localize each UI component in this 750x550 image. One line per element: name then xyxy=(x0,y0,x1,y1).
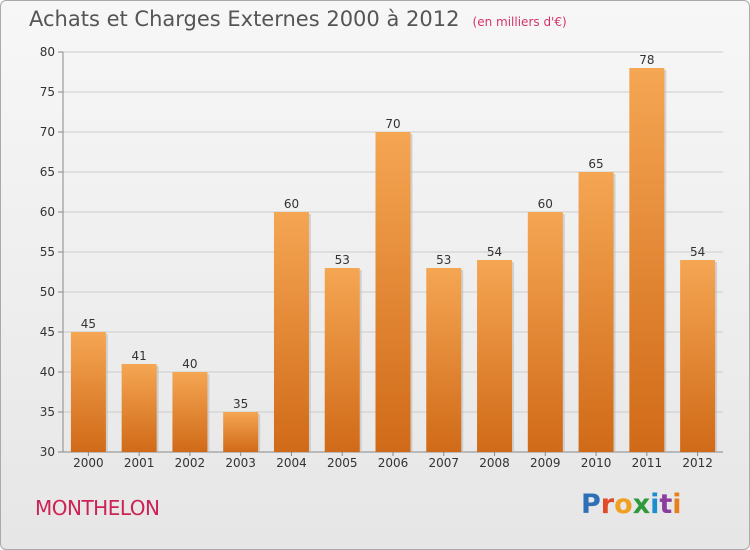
bar xyxy=(223,412,259,452)
data-label: 40 xyxy=(182,357,197,371)
data-label: 54 xyxy=(690,245,705,259)
bar xyxy=(375,132,411,452)
data-label: 41 xyxy=(132,349,147,363)
x-tick-label: 2003 xyxy=(225,456,256,470)
commune-name: MONTHELON xyxy=(35,496,160,520)
y-tick-label: 60 xyxy=(40,205,55,219)
data-label: 53 xyxy=(335,253,350,267)
bar xyxy=(273,212,309,452)
x-tick-label: 2011 xyxy=(632,456,663,470)
x-tick-label: 2012 xyxy=(682,456,713,470)
x-tick-label: 2007 xyxy=(428,456,459,470)
logo-letter: o xyxy=(614,489,633,520)
title-row: Achats et Charges Externes 2000 à 2012 (… xyxy=(29,7,567,31)
logo-letter: r xyxy=(600,489,615,520)
bar xyxy=(477,260,513,452)
logo-letter: t xyxy=(659,489,673,520)
y-tick-label: 50 xyxy=(40,285,55,299)
data-label: 53 xyxy=(436,253,451,267)
logo-letter: i xyxy=(650,489,660,520)
data-label: 35 xyxy=(233,397,248,411)
bar xyxy=(680,260,716,452)
logo-letter: i xyxy=(672,489,682,520)
bar xyxy=(578,172,614,452)
bar xyxy=(324,268,360,452)
y-tick-label: 40 xyxy=(40,365,55,379)
x-tick-label: 2005 xyxy=(327,456,358,470)
data-label: 78 xyxy=(639,53,654,67)
y-tick-label: 55 xyxy=(40,245,55,259)
x-tick-label: 2004 xyxy=(276,456,307,470)
x-tick-label: 2001 xyxy=(124,456,155,470)
x-tick-label: 2010 xyxy=(581,456,612,470)
y-tick-label: 80 xyxy=(40,45,55,59)
labels: 45 2000 41 2001 40 2002 35 2003 60 2004 53 2005 70 20… xyxy=(73,53,713,470)
y-tick-label: 30 xyxy=(40,445,55,459)
bar xyxy=(70,332,106,452)
bars xyxy=(70,68,718,452)
bar xyxy=(527,212,563,452)
bar xyxy=(629,68,665,452)
y-tick-label: 45 xyxy=(40,325,55,339)
data-label: 54 xyxy=(487,245,502,259)
data-label: 60 xyxy=(538,197,553,211)
x-tick-label: 2006 xyxy=(378,456,409,470)
y-tick-label: 35 xyxy=(40,405,55,419)
data-label: 60 xyxy=(284,197,299,211)
x-tick-label: 2002 xyxy=(175,456,206,470)
data-label: 65 xyxy=(588,157,603,171)
data-label: 45 xyxy=(81,317,96,331)
y-tick-label: 70 xyxy=(40,125,55,139)
data-label: 70 xyxy=(385,117,400,131)
logo-letter: x xyxy=(632,489,651,520)
x-tick-label: 2008 xyxy=(479,456,510,470)
chart-title: Achats et Charges Externes 2000 à 2012 xyxy=(29,7,460,31)
bar xyxy=(426,268,462,452)
bar xyxy=(121,364,157,452)
logo-letter: P xyxy=(581,489,601,520)
chart-unit: (en milliers d'€) xyxy=(472,15,567,29)
y-tick-label: 75 xyxy=(40,85,55,99)
x-tick-label: 2009 xyxy=(530,456,561,470)
bar xyxy=(172,372,208,452)
x-tick-label: 2000 xyxy=(73,456,104,470)
proxiti-logo: Proxiti xyxy=(581,489,682,520)
y-tick-label: 65 xyxy=(40,165,55,179)
